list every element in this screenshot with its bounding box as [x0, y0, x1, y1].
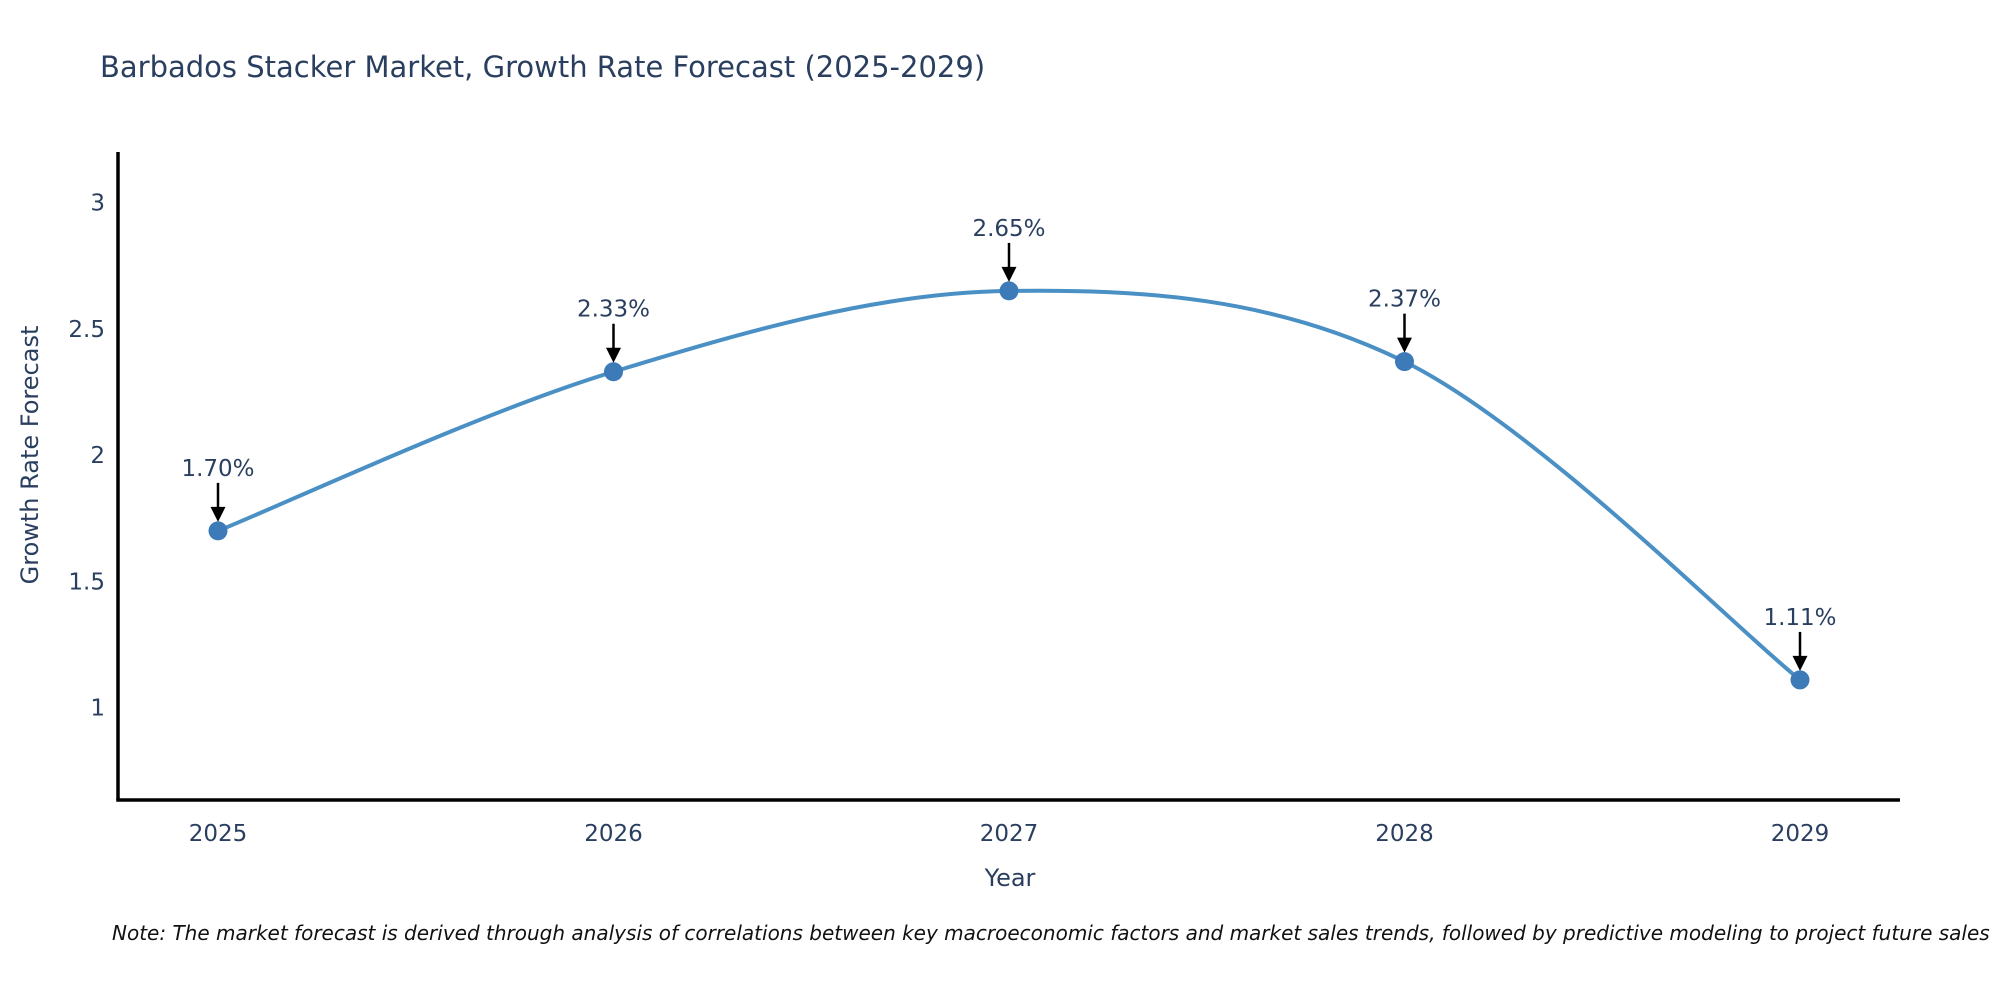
y-tick-label: 2	[90, 443, 105, 469]
annotation-label: 1.11%	[1763, 605, 1836, 631]
annotation-label: 1.70%	[181, 456, 254, 482]
data-point-marker	[208, 521, 228, 541]
annotation-arrowhead-icon	[606, 347, 621, 363]
data-point-marker	[1790, 670, 1810, 690]
x-tick-label: 2026	[584, 821, 643, 847]
x-tick-label: 2028	[1375, 821, 1434, 847]
annotation-arrowhead-icon	[1792, 655, 1808, 671]
annotation-label: 2.65%	[972, 216, 1045, 242]
annotation-arrowhead-icon	[1397, 337, 1412, 353]
footnote-text: Note: The market forecast is derived thr…	[112, 921, 1990, 945]
data-point-marker	[604, 362, 623, 382]
series-line	[217, 288, 1802, 682]
y-tick-label: 1	[90, 696, 105, 722]
annotation-arrowhead-icon	[210, 506, 226, 522]
x-axis-title: Year	[984, 864, 1036, 892]
x-tick-label: 2029	[1771, 821, 1830, 847]
x-tick-label: 2025	[189, 821, 248, 847]
y-tick-label: 2.5	[68, 317, 105, 343]
annotation-label: 2.33%	[577, 297, 650, 323]
chart-title: Barbados Stacker Market, Growth Rate For…	[100, 50, 986, 84]
data-point-marker	[999, 281, 1019, 301]
y-tick-label: 1.5	[68, 569, 105, 595]
y-axis-title: Growth Rate Forecast	[16, 325, 44, 585]
data-point-marker	[1395, 352, 1414, 372]
annotation-arrowhead-icon	[1001, 266, 1017, 282]
annotation-label: 2.37%	[1368, 287, 1441, 313]
x-tick-label: 2027	[980, 821, 1039, 847]
y-tick-label: 3	[90, 191, 105, 217]
